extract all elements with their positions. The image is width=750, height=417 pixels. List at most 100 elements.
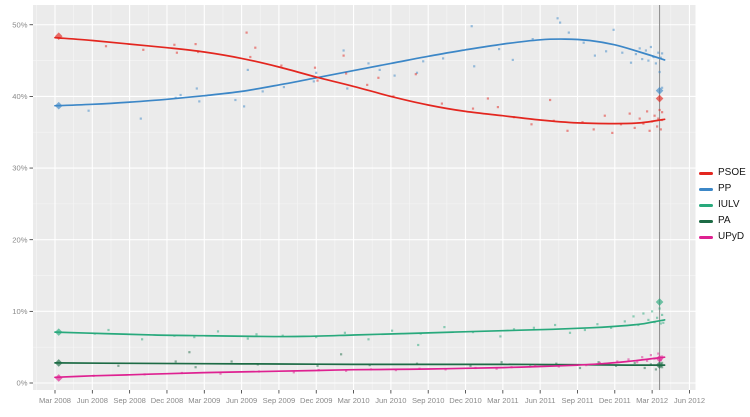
poll-point bbox=[179, 93, 182, 97]
poll-point bbox=[243, 105, 246, 108]
x-tick-label: Mar 2010 bbox=[338, 396, 370, 405]
x-tick-label: Sep 2008 bbox=[113, 396, 146, 405]
poll-point bbox=[346, 87, 349, 90]
election-result-marker bbox=[655, 86, 664, 95]
poll-point bbox=[292, 371, 295, 374]
poll-point bbox=[87, 109, 90, 112]
legend-label: IULV bbox=[718, 199, 740, 210]
trend-line-iulv bbox=[54, 319, 666, 338]
x-tick-label: Dec 2011 bbox=[599, 396, 631, 405]
poll-point bbox=[534, 364, 537, 367]
x-tick-label: Jun 2009 bbox=[226, 396, 257, 405]
poll-point bbox=[219, 372, 222, 375]
poll-point bbox=[581, 121, 584, 124]
poll-point bbox=[659, 128, 662, 131]
trend-line-pp bbox=[54, 38, 666, 107]
poll-point bbox=[366, 83, 369, 86]
poll-point bbox=[175, 51, 178, 54]
poll-point bbox=[647, 318, 650, 321]
poll-point bbox=[378, 68, 381, 71]
y-tick-label: 20% bbox=[12, 235, 27, 244]
poll-point bbox=[342, 54, 345, 57]
legend-label: PA bbox=[718, 215, 731, 226]
trend-line-upyd bbox=[54, 356, 666, 379]
poll-point bbox=[532, 326, 535, 329]
poll-point bbox=[500, 361, 503, 364]
poll-point bbox=[282, 86, 285, 89]
chart-legend: PSOE PP IULV PA UPyD bbox=[699, 167, 746, 243]
poll-point bbox=[255, 333, 258, 336]
poll-point bbox=[654, 62, 657, 65]
poll-point bbox=[659, 56, 662, 59]
poll-point bbox=[173, 43, 176, 46]
poll-point bbox=[659, 322, 662, 325]
poll-point bbox=[661, 366, 664, 369]
x-tick-label: Jun 2008 bbox=[77, 396, 108, 405]
legend-line-swatch bbox=[699, 219, 713, 223]
poll-point bbox=[661, 52, 664, 55]
poll-point bbox=[246, 337, 249, 340]
x-tick-label: Mar 2008 bbox=[39, 396, 71, 405]
poll-point bbox=[198, 100, 201, 103]
poll-point bbox=[611, 131, 614, 134]
poll-point bbox=[638, 47, 641, 50]
poll-point bbox=[549, 98, 552, 102]
poll-point bbox=[566, 129, 569, 132]
poll-point bbox=[636, 361, 639, 364]
poll-point bbox=[583, 328, 586, 332]
election-result-marker bbox=[655, 354, 664, 363]
poll-point bbox=[422, 60, 425, 63]
legend-item-upyd: UPyD bbox=[699, 231, 746, 243]
poll-point bbox=[642, 312, 645, 315]
legend-item-pp: PP bbox=[699, 183, 746, 195]
poll-point bbox=[343, 331, 346, 334]
election-result-marker bbox=[54, 328, 63, 336]
poll-point bbox=[512, 328, 516, 331]
poll-point bbox=[393, 74, 396, 77]
poll-point bbox=[367, 338, 370, 341]
poll-point bbox=[641, 58, 644, 61]
poll-point bbox=[656, 125, 659, 128]
x-tick-label: Sep 2010 bbox=[412, 396, 445, 405]
poll-point bbox=[117, 364, 120, 367]
poll-point bbox=[649, 354, 652, 357]
poll-point bbox=[610, 326, 613, 329]
poll-point bbox=[443, 326, 446, 329]
poll-point bbox=[598, 361, 601, 364]
poll-point bbox=[648, 129, 651, 132]
poll-point bbox=[658, 108, 661, 112]
poll-point bbox=[641, 356, 644, 359]
poll-point bbox=[578, 366, 582, 370]
poll-point bbox=[616, 360, 619, 363]
poll-point bbox=[654, 368, 657, 371]
poll-point bbox=[340, 353, 343, 356]
poll-point bbox=[495, 367, 498, 370]
series-iulv bbox=[54, 298, 666, 347]
legend-line-swatch bbox=[699, 171, 713, 175]
x-tick-label: Mar 2012 bbox=[636, 396, 668, 405]
legend-line-swatch bbox=[699, 235, 713, 239]
election-result-marker bbox=[54, 359, 63, 367]
poll-point bbox=[511, 58, 514, 61]
poll-point bbox=[316, 364, 319, 367]
poll-point bbox=[623, 320, 626, 323]
poll-point bbox=[498, 48, 501, 51]
poll-point bbox=[194, 43, 197, 46]
x-axis-labels: Mar 2008 Jun 2008 Sep 2008 Dec 2008 Mar 2009… bbox=[39, 396, 705, 405]
election-result-marker bbox=[54, 374, 63, 382]
poll-point bbox=[633, 126, 636, 129]
poll-point bbox=[194, 366, 197, 369]
poll-point bbox=[188, 351, 191, 354]
poll-point bbox=[646, 359, 649, 362]
poll-point bbox=[597, 361, 600, 364]
x-tick-label: Mar 2011 bbox=[487, 396, 519, 405]
election-result-marker bbox=[655, 361, 664, 369]
legend-label: UPyD bbox=[718, 231, 745, 242]
poll-point bbox=[634, 53, 637, 56]
poll-point bbox=[139, 117, 142, 120]
poll-point bbox=[377, 76, 380, 79]
poll-point bbox=[661, 111, 664, 114]
poll-point bbox=[567, 31, 570, 34]
